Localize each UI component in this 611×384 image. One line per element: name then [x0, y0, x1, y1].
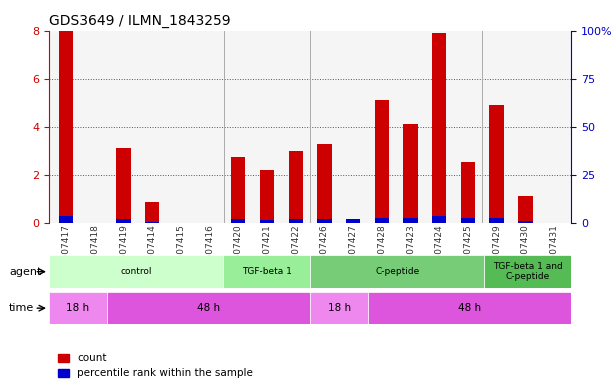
Bar [317, 219, 332, 223]
Bar [403, 218, 418, 223]
FancyBboxPatch shape [368, 292, 571, 324]
FancyBboxPatch shape [223, 255, 310, 288]
Bar [489, 218, 504, 223]
Text: agent: agent [9, 266, 42, 277]
Bar [288, 151, 303, 223]
Bar [260, 220, 274, 223]
FancyBboxPatch shape [49, 255, 223, 288]
Text: GDS3649 / ILMN_1843259: GDS3649 / ILMN_1843259 [49, 14, 230, 28]
Bar [116, 219, 131, 223]
Bar [231, 220, 246, 223]
Bar [518, 222, 533, 223]
Bar [461, 218, 475, 223]
FancyBboxPatch shape [107, 292, 310, 324]
Bar [375, 100, 389, 223]
Bar [461, 162, 475, 223]
Bar [403, 124, 418, 223]
Bar [518, 196, 533, 223]
Bar [59, 31, 73, 223]
Text: TGF-beta 1: TGF-beta 1 [241, 267, 291, 276]
FancyBboxPatch shape [310, 255, 484, 288]
Bar [145, 202, 159, 223]
Bar [116, 148, 131, 223]
Bar [260, 170, 274, 223]
Bar [145, 222, 159, 223]
Text: 18 h: 18 h [327, 303, 351, 313]
Text: TGF-beta 1 and
C-peptide: TGF-beta 1 and C-peptide [493, 262, 563, 281]
Bar [317, 144, 332, 223]
Bar [489, 105, 504, 223]
FancyBboxPatch shape [310, 292, 368, 324]
Bar [432, 217, 447, 223]
Bar [432, 33, 447, 223]
Text: time: time [9, 303, 34, 313]
Text: 48 h: 48 h [197, 303, 220, 313]
Bar [346, 219, 360, 223]
FancyBboxPatch shape [49, 292, 107, 324]
Bar [288, 219, 303, 223]
Bar [231, 157, 246, 223]
Text: 18 h: 18 h [67, 303, 89, 313]
Text: control: control [120, 267, 152, 276]
Bar [59, 217, 73, 223]
Text: 48 h: 48 h [458, 303, 481, 313]
Text: C-peptide: C-peptide [375, 267, 419, 276]
FancyBboxPatch shape [484, 255, 571, 288]
Legend: count, percentile rank within the sample: count, percentile rank within the sample [54, 349, 257, 382]
Bar [375, 218, 389, 223]
